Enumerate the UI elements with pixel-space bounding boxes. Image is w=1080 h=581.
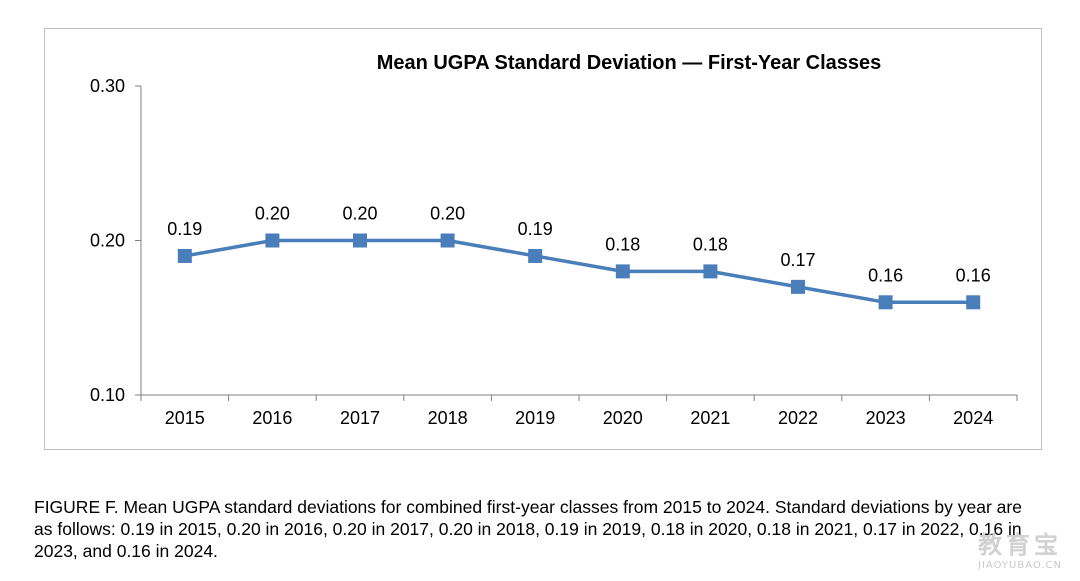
chart-title: Mean UGPA Standard Deviation — First-Yea… <box>377 52 882 74</box>
x-tick-label: 2019 <box>515 408 555 428</box>
y-tick-label: 0.30 <box>90 76 125 96</box>
data-point-marker <box>878 295 893 310</box>
figure-caption: FIGURE F. Mean UGPA standard deviations … <box>34 497 1022 561</box>
data-point-marker <box>791 279 805 294</box>
data-point-marker <box>615 264 630 279</box>
data-label: 0.19 <box>167 219 202 239</box>
x-tick-label: 2020 <box>603 408 643 428</box>
watermark: 教育宝 JIAOYUBAO.CN <box>978 525 1062 571</box>
data-point-marker <box>265 233 280 248</box>
line-chart: Mean UGPA Standard Deviation — First-Yea… <box>90 52 1018 428</box>
data-label: 0.16 <box>868 265 903 285</box>
x-tick-label: 2023 <box>866 408 906 428</box>
x-tick-label: 2022 <box>778 408 818 428</box>
watermark-logo-text: 教育宝 <box>978 531 1062 559</box>
data-point-marker <box>966 295 981 310</box>
y-tick-label: 0.10 <box>90 385 125 405</box>
data-point-marker <box>703 264 718 279</box>
x-tick-label: 2024 <box>953 408 993 428</box>
data-point-marker <box>177 248 192 263</box>
data-point-marker <box>353 233 367 248</box>
data-label: 0.18 <box>605 234 640 254</box>
y-tick-label: 0.20 <box>90 231 125 251</box>
data-label: 0.20 <box>430 204 465 224</box>
data-label: 0.18 <box>693 234 728 254</box>
x-tick-label: 2016 <box>252 408 292 428</box>
data-label: 0.16 <box>956 265 991 285</box>
data-label: 0.20 <box>255 204 290 224</box>
data-label: 0.17 <box>780 250 815 270</box>
x-tick-label: 2015 <box>165 408 205 428</box>
x-tick-label: 2021 <box>690 408 730 428</box>
data-label: 0.20 <box>342 204 377 224</box>
data-label: 0.19 <box>518 219 553 239</box>
x-tick-label: 2018 <box>428 408 468 428</box>
x-tick-label: 2017 <box>340 408 380 428</box>
data-point-marker <box>528 248 543 263</box>
data-point-marker <box>440 233 455 248</box>
watermark-url: JIAOYUBAO.CN <box>978 560 1062 571</box>
chart-frame: Mean UGPA Standard Deviation — First-Yea… <box>44 28 1042 450</box>
series-line <box>184 238 974 305</box>
